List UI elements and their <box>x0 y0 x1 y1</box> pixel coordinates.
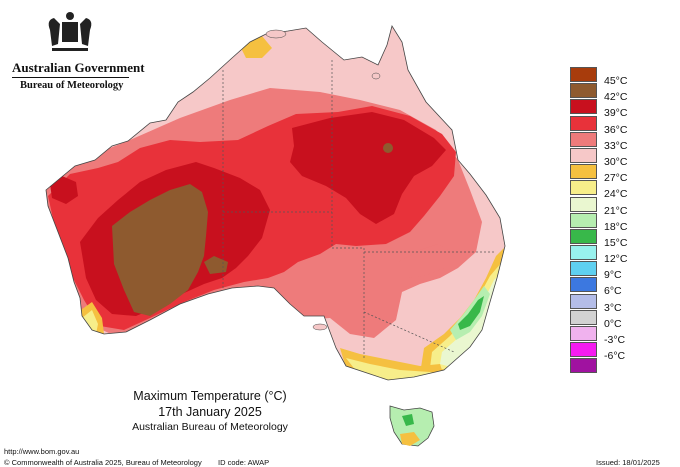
melville-island <box>265 29 287 39</box>
legend-label: 9°C <box>604 269 622 282</box>
band-15 <box>458 296 484 330</box>
legend-label: 45°C <box>604 75 628 87</box>
map-title: Maximum Temperature (°C) <box>133 389 287 403</box>
legend-label: 21°C <box>604 204 628 217</box>
legend-swatch <box>570 358 597 374</box>
legend-label: 15°C <box>604 236 628 249</box>
tasmania <box>389 405 435 447</box>
band-42 <box>112 184 208 316</box>
legend-swatch <box>570 115 597 131</box>
legend-swatch <box>570 212 597 228</box>
bom-url-link[interactable]: http://www.bom.gov.au <box>4 447 80 456</box>
legend-swatch <box>570 196 597 212</box>
legend-swatch <box>570 342 597 358</box>
header-divider <box>12 77 129 78</box>
legend-swatch <box>570 180 597 196</box>
legend-label: 33°C <box>604 139 628 152</box>
islands <box>265 29 381 331</box>
legend-label: 0°C <box>604 317 622 330</box>
legend-label: 12°C <box>604 253 628 266</box>
band-39-west <box>50 176 78 204</box>
map-source: Australian Bureau of Meteorology <box>132 421 288 433</box>
map-title-block: Maximum Temperature (°C) 17th January 20… <box>100 388 320 434</box>
band-42-lake <box>204 256 228 274</box>
legend-swatch <box>570 164 597 180</box>
border-nsw-vic <box>363 311 455 353</box>
kangaroo-island <box>312 323 328 331</box>
legend-swatch <box>570 309 597 325</box>
legend-swatch <box>570 67 597 82</box>
government-crest <box>8 10 132 54</box>
legend-swatch <box>570 131 597 147</box>
legend-swatch <box>570 99 597 115</box>
legend-swatch <box>570 277 597 293</box>
legend-label: 42°C <box>604 91 628 104</box>
groote-eylandt <box>371 72 381 80</box>
legend-swatch <box>570 293 597 309</box>
coastline <box>45 25 506 381</box>
copyright-notice: © Commonwealth of Australia 2025, Bureau… <box>4 458 202 467</box>
tasmania-warm <box>400 432 420 446</box>
legend-swatch <box>570 83 597 99</box>
bureau-name: Bureau of Meteorology <box>20 80 124 91</box>
legend-label: 27°C <box>604 172 628 185</box>
legend-label: 36°C <box>604 123 628 136</box>
legend-label: 3°C <box>604 301 622 314</box>
issued-date: Issued: 18/01/2025 <box>596 458 660 467</box>
id-code: ID code: AWAP <box>218 458 270 467</box>
government-name: Australian Government <box>12 60 145 75</box>
legend-swatch <box>570 261 597 277</box>
band-30-cape <box>376 30 420 104</box>
legend-label: 18°C <box>604 220 628 233</box>
band-42-spot <box>383 143 393 153</box>
legend-swatch <box>570 326 597 341</box>
tasmania-cool <box>402 414 414 426</box>
legend-swatch <box>570 147 597 163</box>
state-borders <box>222 60 496 360</box>
band-27 <box>420 246 505 374</box>
legend-label: 6°C <box>604 285 622 298</box>
legend-label: -3°C <box>604 334 626 346</box>
legend-swatch <box>570 228 597 244</box>
band-27-top-end <box>240 36 272 58</box>
band-39-north <box>290 112 446 224</box>
legend-label: -6°C <box>604 350 626 363</box>
map-date: 17th January 2025 <box>158 405 262 419</box>
legend-label: 39°C <box>604 107 628 120</box>
legend-swatch <box>570 245 597 261</box>
legend-label: 24°C <box>604 188 628 201</box>
legend-label: 30°C <box>604 155 628 168</box>
coat-of-arms-icon <box>48 12 92 51</box>
band-33-se <box>398 244 452 278</box>
